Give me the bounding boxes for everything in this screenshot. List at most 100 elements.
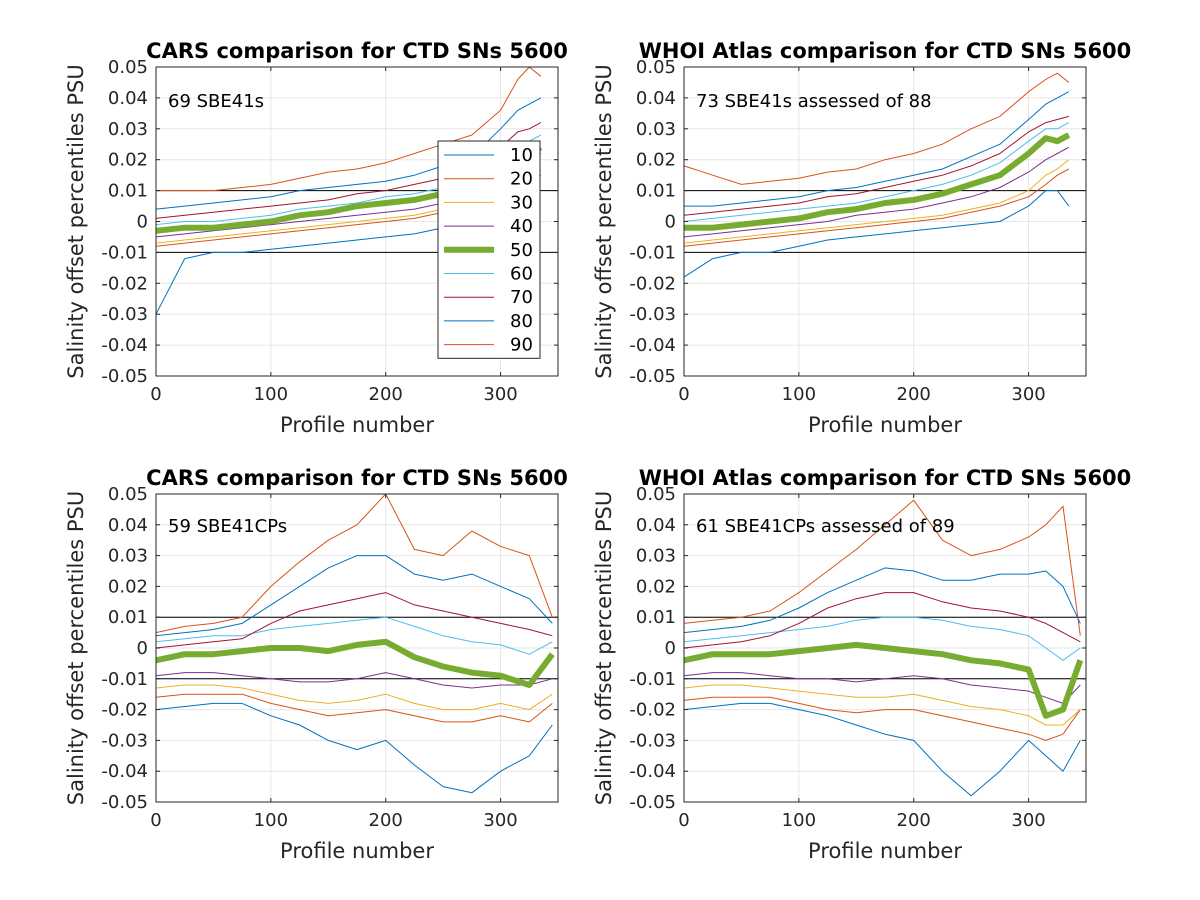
- y-tick-label: 0.04: [636, 515, 676, 536]
- series-line-70: [155, 122, 542, 219]
- y-tick-label: 0: [665, 212, 676, 233]
- y-tick-label: 0.03: [636, 546, 676, 567]
- series-line-20: [155, 493, 553, 634]
- series-line-20: [683, 499, 1081, 636]
- series-line-10: [155, 702, 553, 794]
- x-tick-label: 0: [678, 384, 689, 405]
- x-tick-label: 300: [483, 810, 517, 831]
- series-line-80: [155, 555, 553, 637]
- y-tick-label: -0.03: [101, 730, 148, 751]
- series-line-80: [683, 567, 1081, 634]
- series-line-70: [683, 115, 1069, 216]
- chart-panel-4: 0 100 200 300 -0.05 -0.04 -0.03 -0.02 -0.01 0 0.01…: [592, 466, 1131, 863]
- y-axis-label: Salinity offset percentiles PSU: [64, 64, 88, 378]
- chart-panel-3: 0 100 200 300 -0.05 -0.04 -0.03 -0.02 -0.01 0 0.01…: [64, 466, 568, 863]
- y-tick-label: 0.02: [108, 150, 148, 171]
- legend-label-20: 20: [510, 169, 533, 190]
- series-line-60: [155, 616, 553, 655]
- y-tick-label: -0.02: [629, 700, 676, 721]
- y-axis-label: Salinity offset percentiles PSU: [64, 491, 88, 805]
- y-tick-label: 0.05: [108, 57, 148, 78]
- series-line-70: [683, 592, 1081, 649]
- y-tick-label: -0.01: [629, 669, 676, 690]
- chart-title: WHOI Atlas comparison for CTD SNs 5600: [639, 466, 1132, 490]
- y-tick-label: 0.03: [636, 119, 676, 140]
- series-line-20: [683, 72, 1070, 185]
- x-tick-label: 300: [1011, 810, 1045, 831]
- x-axis-label: Profile number: [280, 839, 434, 863]
- x-tick-label: 300: [483, 384, 517, 405]
- series-line-50: [683, 641, 1084, 719]
- y-tick-label: 0: [137, 212, 148, 233]
- x-tick-label: 200: [897, 810, 931, 831]
- x-axis-label: Profile number: [808, 413, 962, 437]
- y-tick-label: 0.02: [636, 150, 676, 171]
- legend-label-30: 30: [510, 192, 533, 213]
- legend-label-10: 10: [510, 145, 533, 166]
- y-tick-label: 0.03: [108, 119, 148, 140]
- y-tick-label: -0.03: [101, 304, 148, 325]
- series-line-90: [155, 693, 553, 723]
- legend-label-40: 40: [510, 216, 533, 237]
- y-tick-label: 0: [137, 638, 148, 659]
- x-tick-label: 200: [897, 384, 931, 405]
- y-tick-label: -0.01: [629, 242, 676, 263]
- legend-label-70: 70: [510, 287, 533, 308]
- y-tick-label: -0.01: [101, 669, 148, 690]
- chart-annotation: 69 SBE41s: [168, 91, 264, 112]
- x-tick-label: 0: [150, 384, 161, 405]
- x-tick-label: 0: [678, 810, 689, 831]
- x-tick-label: 100: [254, 384, 288, 405]
- y-tick-label: 0.03: [108, 546, 148, 567]
- series-line-90: [683, 696, 1081, 741]
- y-tick-label: 0.04: [636, 88, 676, 109]
- y-tick-label: -0.02: [629, 273, 676, 294]
- legend-label-90: 90: [510, 335, 533, 356]
- y-tick-label: -0.05: [101, 792, 148, 813]
- chart-annotation: 59 SBE41CPs: [168, 516, 287, 537]
- series-line-20: [156, 66, 542, 192]
- x-axis-label: Profile number: [280, 413, 434, 437]
- y-tick-label: 0.05: [108, 484, 148, 505]
- y-tick-label: 0.05: [636, 57, 676, 78]
- series-line-60: [683, 616, 1081, 661]
- y-tick-label: -0.01: [101, 242, 148, 263]
- series-line-50: [684, 132, 1071, 231]
- series-line-10: [683, 190, 1070, 278]
- y-tick-label: 0.04: [108, 88, 148, 109]
- series-line-40: [155, 672, 553, 689]
- x-axis-label: Profile number: [808, 839, 962, 863]
- y-tick-label: 0.02: [636, 576, 676, 597]
- series-line-30: [155, 684, 553, 711]
- series-line-50: [155, 638, 555, 688]
- chart-title: WHOI Atlas comparison for CTD SNs 5600: [639, 39, 1132, 63]
- y-tick-label: 0.05: [636, 484, 676, 505]
- series-line-40: [683, 146, 1070, 238]
- y-tick-label: -0.04: [101, 761, 148, 782]
- y-tick-label: 0.01: [636, 181, 676, 202]
- legend-label-80: 80: [510, 311, 533, 332]
- x-tick-label: 200: [369, 810, 403, 831]
- legend-label-60: 60: [510, 264, 533, 285]
- y-tick-label: -0.05: [629, 366, 676, 387]
- series-line-60: [683, 122, 1070, 222]
- chart-annotation: 61 SBE41CPs assessed of 89: [696, 516, 955, 537]
- series-line-90: [683, 168, 1070, 247]
- series-line-80: [684, 91, 1070, 207]
- y-tick-label: -0.05: [101, 366, 148, 387]
- x-tick-label: 0: [150, 810, 161, 831]
- y-tick-label: -0.04: [629, 761, 676, 782]
- y-tick-label: -0.03: [629, 304, 676, 325]
- y-tick-label: -0.02: [101, 273, 148, 294]
- x-tick-label: 200: [369, 384, 403, 405]
- y-axis-label: Salinity offset percentiles PSU: [592, 64, 616, 378]
- series-line-80: [155, 97, 542, 210]
- y-tick-label: -0.04: [101, 335, 148, 356]
- y-tick-label: -0.05: [629, 792, 676, 813]
- y-tick-label: 0.04: [108, 515, 148, 536]
- chart-title: CARS comparison for CTD SNs 5600: [146, 466, 568, 490]
- x-tick-label: 100: [254, 810, 288, 831]
- y-axis-label: Salinity offset percentiles PSU: [592, 491, 616, 805]
- y-tick-label: -0.03: [629, 730, 676, 751]
